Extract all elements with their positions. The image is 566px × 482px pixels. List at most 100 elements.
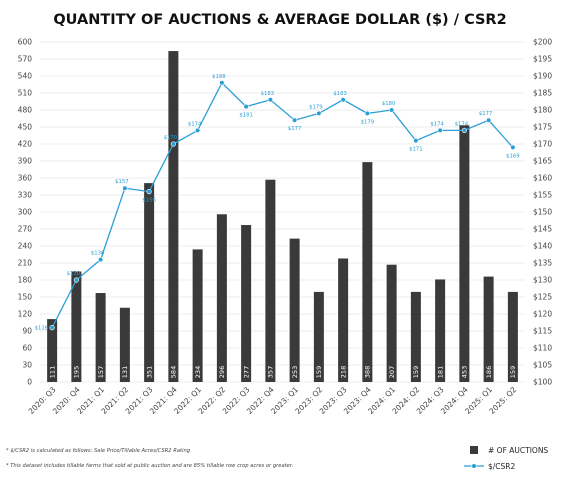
csr2-line: $116 $130 $136 $157 $156 $170 $174 $188 $181 $183… (35, 74, 520, 332)
bar-value-label: 159 (315, 366, 323, 378)
bar-value-label: 218 (339, 366, 347, 378)
left-tick-label: 30 (22, 361, 32, 370)
csr2-point-label: $177 (288, 126, 301, 132)
csr2-line-path (51, 81, 514, 328)
legend-bar-swatch (470, 446, 478, 454)
auction-bar (386, 264, 397, 382)
left-tick-label: 300 (18, 208, 33, 217)
left-tick-label: 90 (22, 327, 32, 336)
left-tick-label: 510 (18, 89, 33, 98)
footnotes: * $/CSR2 is calculated as follows: Sale … (6, 448, 293, 469)
auction-bars: 111 195 157 131 351 584 234 296 277 357 253 159 218 3… (47, 51, 518, 383)
auction-bar (435, 279, 446, 382)
auction-bar (362, 162, 373, 382)
csr2-point (219, 80, 225, 86)
left-tick-label: 570 (18, 55, 33, 64)
bar-value-label: 157 (97, 366, 105, 378)
bar-value-label: 253 (291, 366, 299, 378)
csr2-point-label: $130 (67, 271, 81, 277)
auction-bar (47, 319, 58, 382)
bar-value-label: 357 (267, 366, 275, 378)
bar-value-label: 186 (485, 366, 493, 378)
right-tick-label: $130 (533, 276, 552, 285)
right-tick-label: $200 (533, 38, 552, 47)
bar-value-label: 234 (194, 366, 202, 378)
left-tick-label: 480 (18, 106, 33, 115)
csr2-point-label: $179 (361, 119, 374, 125)
csr2-point (98, 257, 104, 263)
left-tick-label: 450 (18, 123, 33, 132)
footnote: * This dataset includes tillable farms t… (6, 463, 293, 469)
left-tick-label: 420 (18, 140, 33, 149)
csr2-point (486, 117, 492, 123)
csr2-point-label: $156 (142, 198, 156, 204)
left-tick-label: 600 (18, 38, 33, 47)
legend-line-marker (471, 463, 477, 469)
auction-bar (459, 125, 470, 383)
right-tick-label: $195 (533, 55, 552, 64)
csr2-point (292, 117, 298, 123)
bar-value-label: 388 (364, 366, 372, 378)
right-tick-label: $105 (533, 361, 552, 370)
auction-bar (338, 258, 349, 382)
right-tick-label: $120 (533, 310, 552, 319)
csr2-point-label: $181 (239, 113, 252, 119)
csr2-point-label: $183 (333, 91, 346, 97)
left-tick-label: 150 (18, 293, 33, 302)
csr2-point-label: $171 (409, 147, 422, 153)
csr2-point-label: $180 (382, 101, 396, 107)
csr2-point (340, 97, 346, 103)
bar-value-label: 351 (145, 366, 153, 378)
left-y-axis: 0 30 60 90 120 150 180 210 240 270 300 330 360 390 420… (18, 38, 33, 387)
chart-title: QUANTITY OF AUCTIONS & AVERAGE DOLLAR ($… (53, 12, 506, 28)
right-y-axis: $100 $105 $110 $115 $120 $125 $130 $135 $140 $145… (533, 38, 552, 387)
csr2-point (146, 189, 152, 195)
gridlines (40, 41, 525, 383)
csr2-point-label: $174 (430, 121, 444, 127)
left-tick-label: 540 (18, 72, 33, 81)
right-tick-label: $165 (533, 157, 552, 166)
auction-bar (144, 183, 155, 382)
csr2-point (122, 185, 128, 191)
legend: # OF AUCTIONS $/CSR2 (464, 446, 548, 471)
bar-value-label: 453 (461, 366, 469, 378)
bar-value-label: 159 (412, 366, 420, 378)
legend-csr2-label: $/CSR2 (488, 462, 516, 471)
auction-bar (289, 238, 300, 382)
left-tick-label: 240 (18, 242, 33, 251)
csr2-point (510, 144, 516, 150)
csr2-point-label: $177 (479, 111, 492, 117)
bar-value-label: 195 (73, 366, 81, 378)
right-tick-label: $160 (533, 174, 552, 183)
csr2-point (49, 325, 55, 331)
csr2-point (170, 141, 176, 147)
right-tick-label: $155 (533, 191, 552, 200)
bar-value-label: 207 (388, 366, 396, 378)
auction-bar (95, 293, 106, 382)
csr2-point-label: $174 (188, 121, 202, 127)
right-tick-label: $110 (533, 344, 552, 353)
footnote: * $/CSR2 is calculated as follows: Sale … (6, 448, 191, 454)
left-tick-label: 180 (18, 276, 33, 285)
csr2-point (243, 103, 249, 110)
bar-value-label: 584 (170, 366, 178, 378)
legend-auctions-label: # OF AUCTIONS (488, 446, 548, 455)
csr2-point (413, 138, 419, 144)
right-tick-label: $125 (533, 293, 552, 302)
auction-bar (265, 179, 276, 382)
csr2-point-label: $183 (261, 91, 274, 97)
right-tick-label: $100 (533, 378, 552, 387)
bar-value-label: 159 (509, 366, 517, 378)
right-tick-label: $175 (533, 123, 552, 132)
left-tick-label: 390 (18, 157, 33, 166)
left-tick-label: 330 (18, 191, 33, 200)
auction-bar (216, 214, 227, 382)
auction-bar (119, 307, 130, 382)
csr2-point (267, 97, 273, 103)
auction-bar (192, 249, 203, 382)
right-tick-label: $190 (533, 72, 552, 81)
csr2-point-label: $179 (309, 104, 322, 110)
csr2-point (316, 110, 322, 116)
csr2-point (364, 110, 370, 116)
